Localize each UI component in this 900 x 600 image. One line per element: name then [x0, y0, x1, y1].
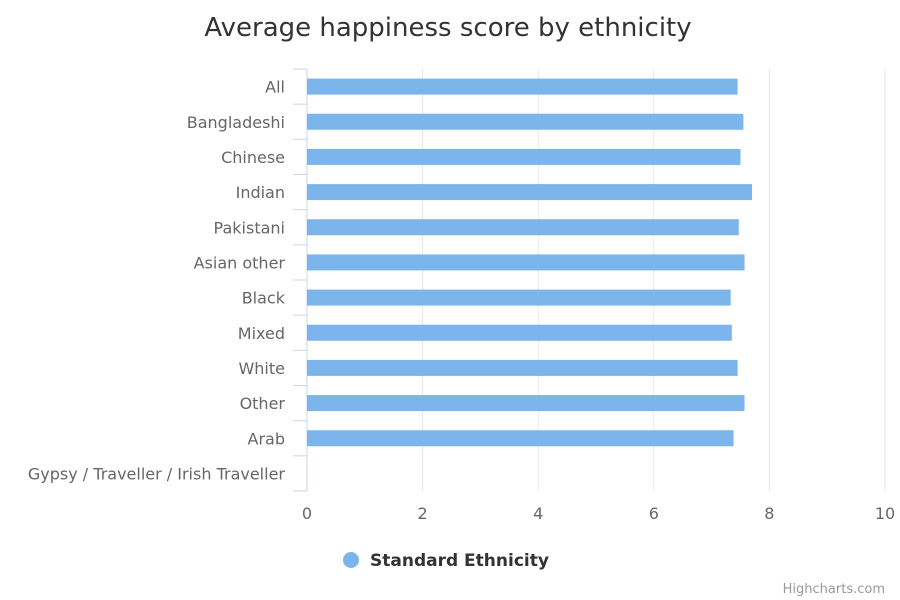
tick-label: 6 [649, 504, 659, 523]
bar[interactable] [307, 148, 741, 165]
category-label: White [238, 359, 285, 378]
bar[interactable] [307, 113, 744, 130]
category-label: Arab [248, 429, 285, 448]
bar[interactable] [307, 289, 731, 306]
tick-label: 8 [764, 504, 774, 523]
category-label: Mixed [238, 324, 285, 343]
legend-label[interactable]: Standard Ethnicity [370, 551, 549, 571]
bar[interactable] [307, 254, 745, 271]
tick-label: 10 [875, 504, 895, 523]
bar[interactable] [307, 78, 738, 95]
tick-label: 2 [418, 504, 428, 523]
category-label: Black [242, 289, 286, 308]
tick-labels: 0 2 4 6 8 10 [302, 504, 895, 523]
credits-link[interactable]: Highcharts.com [783, 582, 885, 597]
category-label: Pakistani [214, 218, 285, 237]
bar[interactable] [307, 430, 734, 447]
bar[interactable] [307, 395, 745, 412]
category-label: Chinese [221, 148, 285, 167]
bar[interactable] [307, 219, 739, 236]
bar[interactable] [307, 324, 732, 341]
legend-marker[interactable] [343, 552, 359, 568]
category-label: All [265, 78, 285, 97]
category-label: Bangladeshi [187, 113, 285, 132]
category-label: Gypsy / Traveller / Irish Traveller [28, 464, 286, 483]
bars [307, 78, 753, 447]
bar[interactable] [307, 184, 753, 201]
legend[interactable]: Standard Ethnicity [343, 551, 549, 571]
category-label: Other [240, 394, 286, 413]
category-label: Indian [236, 183, 285, 202]
bar[interactable] [307, 359, 738, 376]
grid-lines [293, 68, 886, 492]
tick-label: 0 [302, 504, 312, 523]
tick-label: 4 [533, 504, 543, 523]
category-labels: All Bangladeshi Chinese Indian Pakistani Asia… [28, 78, 286, 484]
category-label: Asian other [194, 253, 286, 272]
chart-title: Average happiness score by ethnicity [204, 13, 691, 43]
